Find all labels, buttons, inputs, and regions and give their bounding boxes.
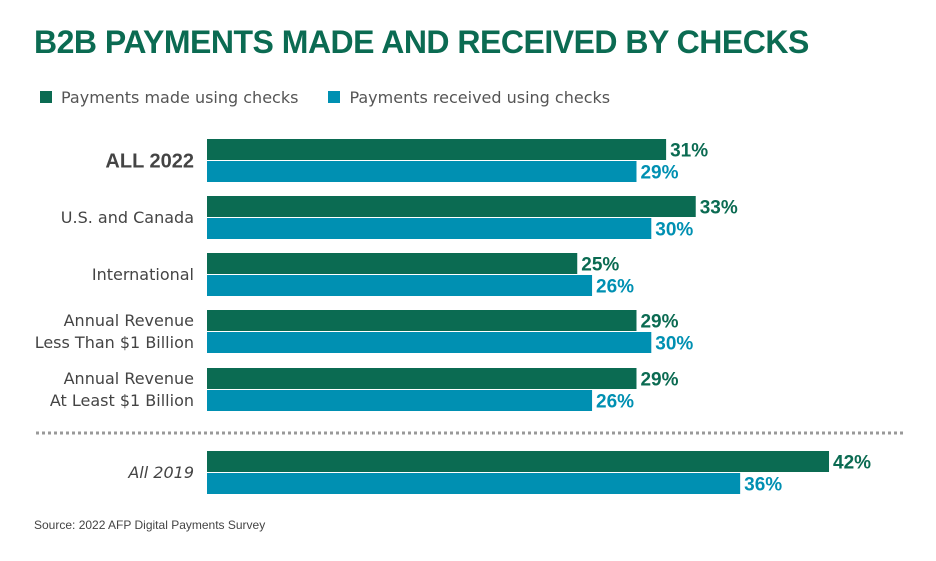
category-label: All 2019: [127, 463, 194, 482]
bar-made: [207, 253, 578, 274]
chart-title: B2B PAYMENTS MADE AND RECEIVED BY CHECKS: [34, 24, 809, 60]
legend-label-received: Payments received using checks: [349, 87, 611, 107]
bar-made: [207, 451, 830, 472]
bar-made: [207, 139, 667, 160]
data-label-made: 33%: [700, 198, 738, 219]
legend-swatch-made: [40, 91, 52, 103]
legend-swatch-received: [328, 91, 341, 103]
legend: Payments made using checks Payments rece…: [40, 86, 640, 108]
source-note: Source: 2022 AFP Digital Payments Survey: [34, 518, 266, 532]
bar-received: [207, 218, 652, 239]
bar-received: [207, 332, 652, 353]
category-label: U.S. and Canada: [61, 208, 194, 227]
bar-made: [207, 368, 637, 389]
data-label-made: 31%: [670, 141, 708, 162]
bar-made: [207, 196, 696, 217]
bar-made: [207, 310, 637, 331]
data-label-received: 26%: [596, 392, 634, 413]
legend-item-made: Payments made using checks: [40, 88, 298, 107]
legend-label-made: Payments made using checks: [61, 87, 299, 107]
legend-item-received: Payments received using checks: [328, 88, 610, 107]
category-label: Less Than $1 Billion: [35, 333, 194, 352]
data-label-made: 29%: [640, 370, 678, 391]
bar-received: [207, 473, 741, 494]
category-label: At Least $1 Billion: [50, 391, 194, 410]
data-label-made: 29%: [640, 312, 678, 333]
category-label: ALL 2022: [105, 151, 194, 173]
data-label-received: 30%: [655, 334, 693, 355]
bar-received: [207, 390, 593, 411]
data-label-received: 30%: [655, 220, 693, 241]
category-label: Annual Revenue: [64, 369, 194, 388]
category-label: Annual Revenue: [64, 311, 194, 330]
category-label: International: [92, 265, 194, 284]
data-label-received: 29%: [640, 163, 678, 184]
bar-received: [207, 275, 593, 296]
data-label-made: 42%: [833, 453, 871, 474]
bar-received: [207, 161, 637, 182]
data-label-made: 25%: [581, 255, 619, 276]
data-label-received: 26%: [596, 277, 634, 298]
data-label-received: 36%: [744, 475, 782, 496]
